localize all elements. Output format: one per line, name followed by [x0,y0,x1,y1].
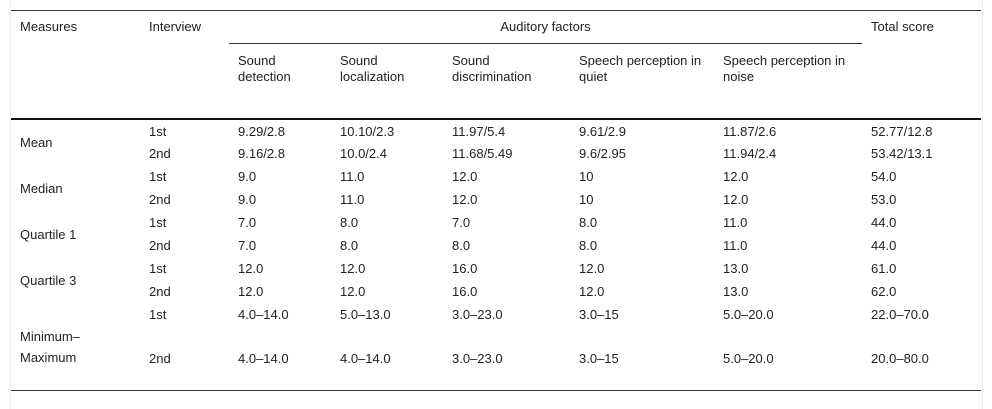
value-cell: 7.0 [238,237,257,253]
interview-cell: 1st [149,214,167,230]
value-cell: 16.0 [452,260,478,276]
value-cell: 53.0 [871,191,897,207]
value-cell: 12.0 [723,191,749,207]
value-cell: 20.0–80.0 [871,350,929,366]
value-cell: 8.0 [579,237,598,253]
value-cell: 9.0 [238,168,257,184]
value-cell: 52.77/12.8 [871,123,933,139]
value-cell: 13.0 [723,260,749,276]
table-body: Mean 1st 9.29/2.8 10.10/2.3 11.97/5.4 9.61/2.… [11,119,982,391]
value-cell: 12.0 [579,260,605,276]
measure-label: Mean [20,135,53,150]
value-cell: 7.0 [238,214,257,230]
measure-label: Quartile 3 [20,272,77,288]
value-cell: 9.0 [238,191,257,207]
value-cell: 12.0 [238,260,264,276]
table-row: Quartile 1 1st 7.0 8.0 7.0 8.0 11.0 44.0 [11,211,981,242]
value-cell: 11.97/5.4 [452,123,506,139]
value-cell: 7.0 [452,214,471,230]
value-cell: 10 [579,191,594,207]
value-cell: 8.0 [579,214,598,230]
value-cell: 3.0–15 [579,350,619,366]
value-cell: 12.0 [579,283,605,299]
interview-cell: 1st [149,260,167,276]
header-speech-quiet: Speech perception in quiet [579,53,702,84]
table-row: 2nd 9.16/2.8 10.0/2.4 11.68/5.49 9.6/2.95 11.… [11,142,981,165]
value-cell: 11.87/2.6 [723,123,777,139]
value-cell: 9.16/2.8 [238,145,285,161]
measure-label: Median [20,180,63,196]
value-cell: 11.0 [723,237,748,253]
header-measures: Measures [20,19,78,34]
value-cell: 22.0–70.0 [871,306,929,322]
value-cell: 10.10/2.3 [340,123,395,139]
value-cell: 10.0/2.4 [340,145,387,161]
table-row: 2nd 12.0 12.0 16.0 12.0 13.0 62.0 [11,280,981,303]
value-cell: 16.0 [452,283,478,299]
page-frame [10,0,983,409]
header-interview: Interview [149,19,202,34]
table-row: Mean 1st 9.29/2.8 10.10/2.3 11.97/5.4 9.61/2.… [11,119,981,151]
value-cell: 8.0 [340,237,359,253]
value-cell: 11.0 [340,191,365,207]
value-cell: 9.29/2.8 [238,123,285,139]
header-auditory-factors: Auditory factors [229,10,863,44]
table-row: 2nd 7.0 8.0 8.0 8.0 11.0 44.0 [11,234,981,257]
value-cell: 4.0–14.0 [238,350,289,366]
value-cell: 11.68/5.49 [452,145,513,161]
value-cell: 11.0 [723,214,748,230]
value-cell: 53.42/13.1 [871,145,933,161]
header-sound-localization: Sound localization [340,53,405,84]
value-cell: 3.0–15 [579,306,619,322]
interview-cell: 2nd [149,283,171,299]
value-cell: 3.0–23.0 [452,350,503,366]
value-cell: 11.94/2.4 [723,145,777,161]
value-cell: 9.61/2.9 [579,123,626,139]
table-row: Minimum–Maximum 1st 4.0–14.0 5.0–13.0 3.0–23… [11,303,981,365]
table-row: Median 1st 9.0 11.0 12.0 10 12.0 54.0 [11,165,981,196]
value-cell: 11.0 [340,168,365,184]
value-cell: 10 [579,168,594,184]
value-cell: 12.0 [340,260,366,276]
table-row: 2nd 4.0–14.0 4.0–14.0 3.0–23.0 3.0–15 5.0–20.… [11,347,982,391]
value-cell: 44.0 [871,237,897,253]
table-row: Quartile 3 1st 12.0 12.0 16.0 12.0 13.0 61.0 [11,257,981,288]
value-cell: 5.0–20.0 [723,350,774,366]
statistics-table: Measures Interview Auditory factors Tota… [11,10,982,391]
value-cell: 13.0 [723,283,749,299]
value-cell: 8.0 [340,214,359,230]
value-cell: 4.0–14.0 [340,350,391,366]
measure-label: Minimum–Maximum [20,328,80,365]
header-sound-detection: Sound detection [238,53,291,84]
header-total-score: Total score [871,19,934,34]
header-speech-noise: Speech perception in noise [723,53,846,84]
value-cell: 8.0 [452,237,471,253]
value-cell: 61.0 [871,260,897,276]
interview-cell: 2nd [149,145,171,161]
value-cell: 4.0–14.0 [238,306,289,322]
interview-cell: 2nd [149,191,171,207]
interview-cell: 2nd [149,237,171,253]
value-cell: 5.0–13.0 [340,306,391,322]
interview-cell: 2nd [149,350,171,366]
value-cell: 5.0–20.0 [723,306,774,322]
value-cell: 3.0–23.0 [452,306,503,322]
value-cell: 12.0 [452,168,478,184]
value-cell: 44.0 [871,214,897,230]
value-cell: 54.0 [871,168,897,184]
value-cell: 12.0 [340,283,366,299]
interview-cell: 1st [149,306,167,322]
interview-cell: 1st [149,123,167,139]
table-row: 2nd 9.0 11.0 12.0 10 12.0 53.0 [11,188,981,211]
value-cell: 12.0 [723,168,749,184]
value-cell: 9.6/2.95 [579,145,626,161]
value-cell: 12.0 [452,191,478,207]
interview-cell: 1st [149,168,167,184]
value-cell: 12.0 [238,283,264,299]
measure-label: Quartile 1 [20,226,77,242]
value-cell: 62.0 [871,283,897,299]
header-sound-discrimination: Sound discrimination [452,53,532,84]
